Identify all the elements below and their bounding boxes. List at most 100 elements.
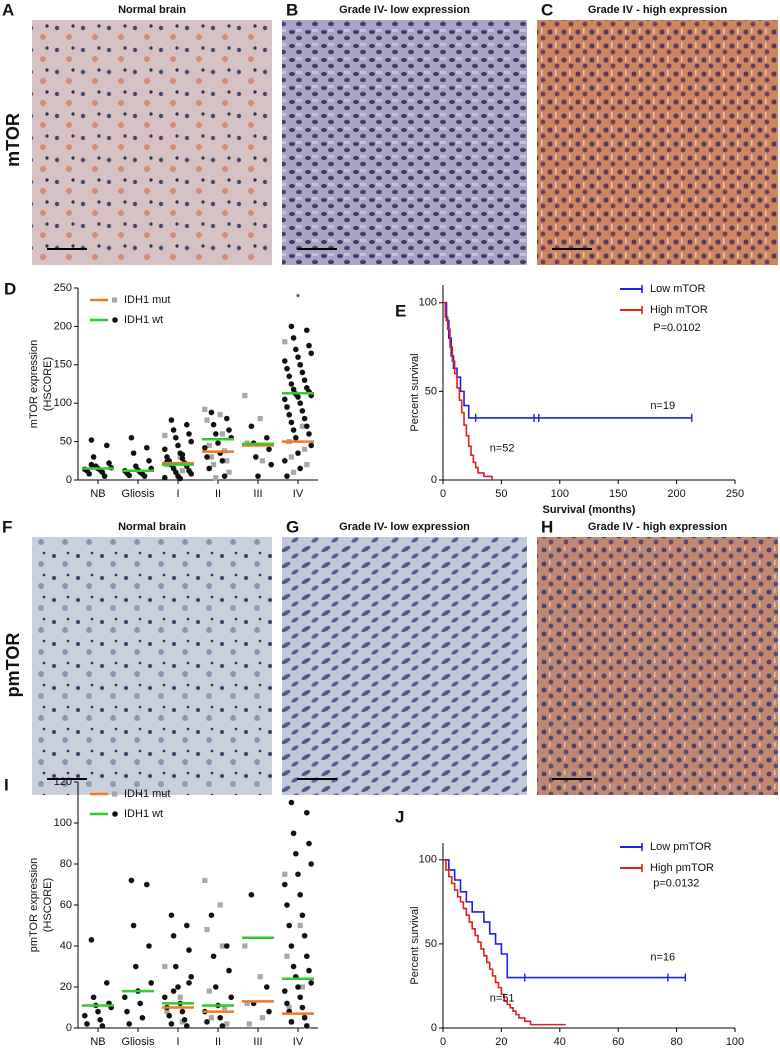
legend-label: IDH1 mut [124,788,170,800]
survival-curve [443,859,566,1026]
y-tick-label: 40 [60,940,72,952]
data-point [308,980,315,986]
data-point [224,943,230,949]
data-point [282,881,288,888]
annotation: n=52 [490,443,515,455]
data-point [164,1009,170,1015]
y-tick-label: 50 [60,436,72,448]
legend-label: Low mTOR [650,283,705,295]
data-point [290,963,297,970]
survival-curve [443,859,686,979]
data-point [306,431,312,437]
x-tick-label: 40 [554,1036,566,1048]
data-point [170,932,177,939]
data-point [290,335,297,341]
y-axis-label: Percent survival [409,906,421,984]
data-point [208,409,215,416]
panel-letter: I [4,775,9,794]
x-tick-label: 250 [726,488,744,500]
data-point [295,354,301,360]
data-point [286,373,293,380]
data-point [128,434,135,441]
data-point [106,460,112,466]
legend-marker [112,791,118,797]
data-point [217,902,223,908]
data-point [99,1023,106,1029]
panel-letter: G [286,517,299,536]
data-point [242,943,248,949]
data-point [282,458,288,464]
panel-letter: C [541,0,553,19]
panel-letter: A [2,0,14,19]
data-point [179,1019,185,1025]
data-point [244,1000,250,1006]
x-tick-label: NB [90,1036,105,1048]
data-point [206,442,212,449]
data-point [162,432,168,439]
y-tick-label: 0 [431,1022,437,1034]
panel-letter: E [395,301,406,320]
data-point [184,1023,190,1029]
x-tick-label: 200 [667,488,685,500]
legend-marker [112,297,118,303]
y-axis-label: (HSCORE) [42,878,54,932]
data-point [90,454,97,460]
data-point [295,394,301,400]
data-point [304,462,310,468]
data-point [104,442,110,449]
micrograph [282,537,527,795]
legend-label: Low pmTOR [650,841,712,853]
x-tick-label: 80 [670,1036,682,1048]
data-point [228,994,234,1001]
data-point [181,1017,188,1023]
x-tick-label: II [215,1036,221,1048]
data-point [162,994,168,1001]
y-tick-label: 200 [54,320,72,332]
data-point [284,404,290,410]
legend-label: IDH1 wt [124,314,163,326]
data-point [202,444,208,451]
data-point [308,350,315,357]
data-point [222,1004,228,1011]
data-point [248,891,255,898]
data-point [211,462,217,468]
data-point [293,346,299,353]
data-point [302,446,308,452]
data-point [295,984,301,990]
data-point [188,471,194,477]
image-title: Normal brain [118,521,186,533]
data-point [130,450,137,456]
data-point [177,994,183,1000]
data-point [282,396,288,403]
micrograph [32,20,272,265]
data-point [82,1012,88,1019]
data-point [288,1019,295,1025]
data-point [257,415,263,422]
data-point [264,984,270,990]
data-point [242,392,248,399]
data-point [255,473,261,479]
y-tick-label: 0 [66,1022,72,1034]
data-point [162,963,168,970]
data-point [86,471,92,477]
data-point [88,437,95,443]
data-point [144,881,150,888]
y-tick-label: 0 [431,474,437,486]
data-point [308,861,315,867]
legend-label: IDH1 mut [124,294,170,306]
x-tick-label: 0 [440,1036,446,1048]
data-point [306,967,312,974]
data-point [257,974,263,980]
data-point [301,377,308,383]
data-point [291,469,297,475]
x-axis-label: Survival (months) [543,504,636,516]
y-tick-label: 50 [425,938,437,950]
data-point [297,400,304,407]
data-point [286,1004,292,1011]
data-point [248,423,255,430]
x-tick-label: IV [293,488,304,500]
data-point [206,465,212,472]
data-point [282,871,288,877]
micrograph [32,537,272,795]
data-point [186,980,192,986]
